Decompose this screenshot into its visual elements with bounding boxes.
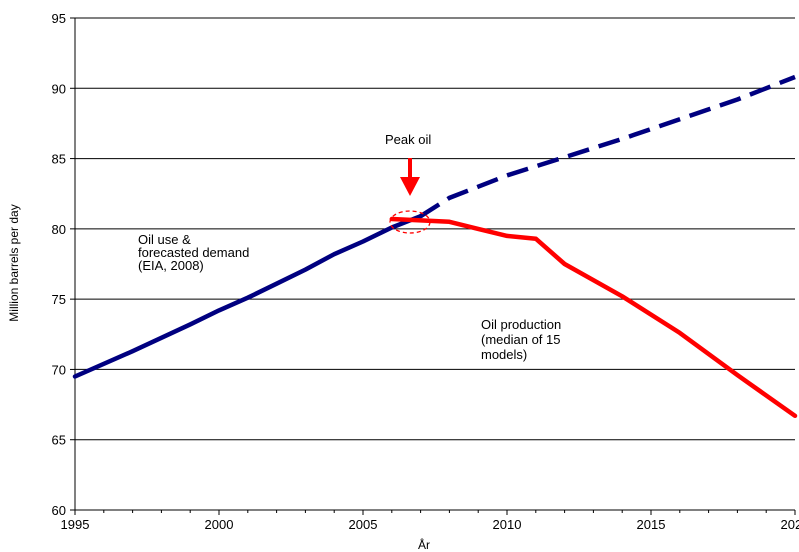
y-tick-label: 95 — [52, 11, 66, 26]
x-axis-label: År — [418, 537, 430, 552]
grid: 60 65 70 75 80 85 90 95 1995 2000 2005 2010 2015 2020 — [52, 11, 799, 532]
x-tick-label: 2015 — [637, 517, 666, 532]
y-tick-label: 85 — [52, 152, 66, 167]
oil-use-label-line-1: Oil use & — [138, 232, 191, 247]
oil-production-series — [389, 216, 798, 419]
oil-use-label: Oil use & forecasted demand (EIA, 2008) — [138, 232, 253, 273]
peak-oil-label: Peak oil — [385, 132, 431, 147]
x-tick-label: 2000 — [205, 517, 234, 532]
y-axis-label: Million barrels per day — [7, 204, 21, 321]
oil-production-label-line-3: models) — [481, 347, 527, 362]
peak-arrow — [400, 158, 420, 196]
x-tick-label: 1995 — [61, 517, 90, 532]
peak-circle — [389, 210, 431, 234]
oil-production-label-line-1: Oil production — [481, 317, 561, 332]
y-tick-label: 90 — [52, 81, 66, 96]
oil-use-label-line-3: (EIA, 2008) — [138, 258, 204, 273]
x-tick-label: 2005 — [349, 517, 378, 532]
x-tick-label: 2020 — [781, 517, 799, 532]
x-tick-label: 2010 — [493, 517, 522, 532]
y-tick-label: 75 — [52, 292, 66, 307]
oil-use-label-line-2: forecasted demand — [138, 245, 249, 260]
oil-use-series — [72, 213, 423, 379]
oil-production-label-line-2: (median of 15 — [481, 332, 561, 347]
y-tick-label: 60 — [52, 503, 66, 518]
oil-demand-forecast-series — [419, 74, 796, 219]
y-tick-label: 70 — [52, 362, 66, 377]
y-tick-label: 80 — [52, 222, 66, 237]
series-group — [72, 74, 798, 419]
y-tick-label: 65 — [52, 433, 66, 448]
oil-production-label: Oil production (median of 15 models) — [481, 317, 565, 362]
annotations: Peak oil Oil use & forecasted demand (EI… — [138, 132, 565, 362]
